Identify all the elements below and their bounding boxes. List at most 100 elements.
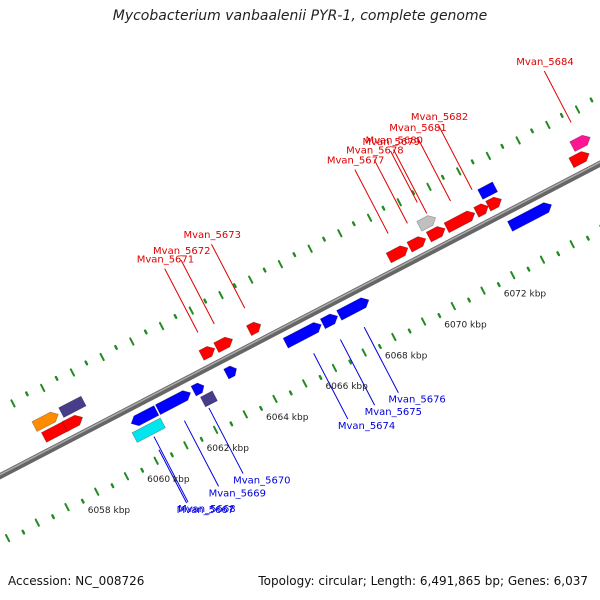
tick-dot xyxy=(212,425,219,434)
gene-feature[interactable] xyxy=(198,346,216,361)
gene-feature[interactable] xyxy=(58,395,87,418)
tick-dot xyxy=(170,452,174,458)
gene-feature[interactable] xyxy=(485,196,502,212)
genes xyxy=(31,134,591,443)
tick-dot xyxy=(10,399,16,408)
backbone xyxy=(0,160,600,480)
tick-dot xyxy=(110,483,115,489)
gene-label: Mvan_5675 xyxy=(365,407,422,418)
tick-dot xyxy=(545,120,551,130)
tick-label: 6064 kbp xyxy=(266,413,309,423)
label-leader xyxy=(158,449,188,504)
label-leader xyxy=(339,339,376,406)
gene-feature[interactable] xyxy=(507,202,552,232)
tick-dot xyxy=(589,97,594,103)
gene-feature[interactable] xyxy=(213,336,233,354)
gene-feature[interactable] xyxy=(416,215,436,232)
gene-label: Mvan_5681 xyxy=(389,123,446,134)
tick-dot xyxy=(64,503,70,512)
gene-feature[interactable] xyxy=(568,151,590,169)
gene-feature[interactable] xyxy=(385,245,409,264)
tick-dot xyxy=(337,229,343,238)
gene-label: Mvan_5671 xyxy=(137,255,194,266)
tick-dot xyxy=(437,313,442,319)
tick-dot xyxy=(99,352,105,362)
map-title: Mycobacterium vanbaalenii PYR-1, complet… xyxy=(112,8,488,24)
gene-feature[interactable] xyxy=(154,390,191,416)
tick-dot xyxy=(188,306,194,315)
tick-dots xyxy=(4,97,600,543)
tick-dot xyxy=(229,421,234,427)
tick-label: 6062 kbp xyxy=(207,444,250,454)
gene-label: Mvan_5682 xyxy=(411,112,468,123)
gene-feature[interactable] xyxy=(130,405,160,427)
gene-feature[interactable] xyxy=(406,236,427,253)
tick-dot xyxy=(331,363,338,373)
tick-dot xyxy=(25,391,29,397)
gene-feature[interactable] xyxy=(245,321,262,337)
tick-dot xyxy=(348,359,353,365)
gene-feature[interactable] xyxy=(477,181,499,200)
tick-dot xyxy=(262,267,267,273)
gene-label: Mvan_5670 xyxy=(233,476,290,487)
gene-label: Mvan_5673 xyxy=(183,230,240,241)
gene-feature[interactable] xyxy=(190,382,205,397)
tick-dot xyxy=(143,329,148,335)
tick-dot xyxy=(322,236,326,242)
gene-label: Mvan_5676 xyxy=(388,395,445,406)
tick-dot xyxy=(420,317,427,326)
accession-text: Accession: NC_008726 xyxy=(8,574,145,588)
gene-feature[interactable] xyxy=(223,365,237,380)
tick-dot xyxy=(40,383,46,393)
tick-dot xyxy=(158,321,165,331)
tick-dot xyxy=(34,518,40,527)
gene-feature[interactable] xyxy=(61,414,83,432)
label-leader xyxy=(180,259,215,325)
gene-feature[interactable] xyxy=(319,313,339,330)
tick-dot xyxy=(539,255,546,264)
tick-dot xyxy=(183,441,189,450)
tick-dot xyxy=(84,360,89,366)
tick-dot xyxy=(500,143,505,149)
gene-feature[interactable] xyxy=(31,411,59,432)
label-leader xyxy=(164,268,199,333)
tick-dot xyxy=(54,375,59,381)
tick-dot xyxy=(526,266,531,272)
gene-feature[interactable] xyxy=(473,203,489,218)
tick-dot xyxy=(173,314,178,320)
tick-dot xyxy=(233,283,237,289)
backbone-highlight xyxy=(0,161,600,476)
tick-dot xyxy=(140,467,145,473)
tick-dot xyxy=(218,291,224,300)
tick-dot xyxy=(485,151,492,160)
tick-dot xyxy=(450,301,456,311)
label-leader xyxy=(543,70,572,123)
gene-feature[interactable] xyxy=(131,417,166,443)
gene-feature[interactable] xyxy=(443,210,476,234)
tick-dot xyxy=(114,344,118,351)
label-leader xyxy=(183,420,220,487)
gene-labels: Mvan_5671Mvan_5672Mvan_5673Mvan_5677Mvan… xyxy=(137,57,574,516)
backbone-line xyxy=(0,160,600,480)
gene-feature[interactable] xyxy=(199,390,218,408)
tick-dot xyxy=(467,297,471,303)
tick-dot xyxy=(292,252,297,258)
tick-dot xyxy=(441,174,445,180)
label-leader xyxy=(416,136,451,202)
tick-dot xyxy=(510,271,516,280)
tick-dot xyxy=(277,260,284,269)
gene-feature[interactable] xyxy=(336,297,370,321)
gene-feature[interactable] xyxy=(569,134,591,152)
tick-dot xyxy=(351,221,356,227)
gene-feature[interactable] xyxy=(425,226,446,243)
gene-feature[interactable] xyxy=(282,322,322,349)
tick-dot xyxy=(530,128,534,134)
tick-dot xyxy=(396,198,402,207)
tick-dot xyxy=(248,275,254,284)
label-leader xyxy=(390,150,418,203)
tick-dot xyxy=(272,394,278,403)
tick-dot xyxy=(366,213,373,222)
gene-label: Mvan_5677 xyxy=(327,156,384,167)
tick-dot xyxy=(153,456,159,465)
